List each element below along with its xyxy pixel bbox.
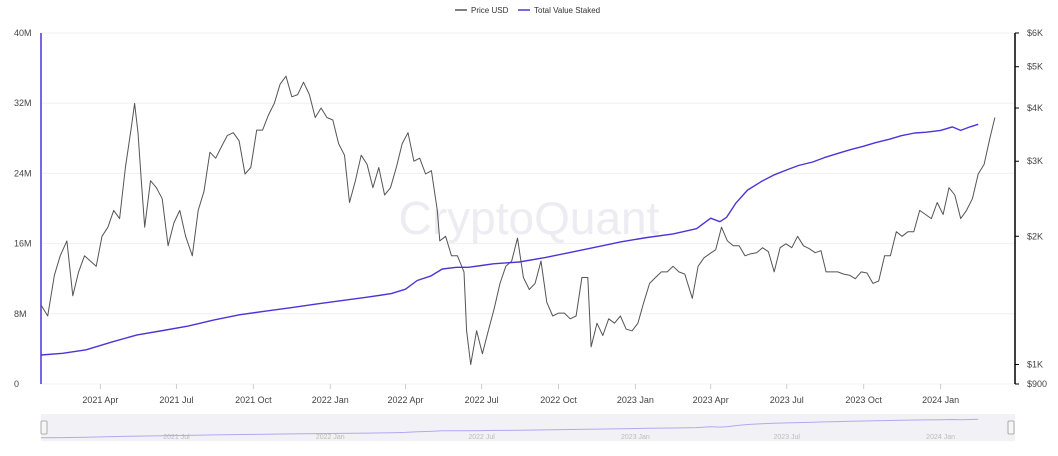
x-tick-label: 2021 Oct — [235, 395, 272, 405]
series-layer — [40, 75, 996, 365]
legend-item-staked[interactable]: Total Value Staked — [518, 6, 600, 15]
x-tick-label: 2022 Oct — [540, 395, 577, 405]
x-tick-label: 2023 Apr — [693, 395, 729, 405]
right-tick-label: $3K — [1027, 156, 1043, 166]
legend-label-price: Price USD — [471, 6, 509, 15]
x-tick-label: 2023 Jan — [617, 395, 654, 405]
navigator-tick-label: 2023 Jul — [774, 434, 801, 441]
navigator-handle-left[interactable] — [40, 420, 48, 435]
legend-label-staked: Total Value Staked — [534, 6, 600, 15]
x-tick-label: 2023 Oct — [845, 395, 882, 405]
x-tick-label: 2023 Jul — [770, 395, 804, 405]
navigator-track[interactable] — [41, 414, 1015, 441]
series-line-staked — [40, 123, 979, 356]
right-tick-label: $5K — [1027, 62, 1043, 72]
right-tick-label: $6K — [1027, 28, 1043, 38]
x-tick-label: 2024 Jan — [922, 395, 959, 405]
right-axis-ticks: $900 $1K $2K $3K $4K $5K $6K — [1015, 28, 1047, 389]
x-tick-label: 2022 Jan — [312, 395, 349, 405]
navigator-tick-label: 2023 Jan — [621, 434, 650, 441]
right-tick-label: $4K — [1027, 103, 1043, 113]
x-tick-label: 2021 Jul — [159, 395, 193, 405]
navigator-line — [40, 418, 979, 439]
watermark: CryptoQuant — [399, 192, 660, 244]
right-tick-label: $2K — [1027, 231, 1043, 241]
navigator-handle-right[interactable] — [1007, 420, 1015, 435]
left-tick-label: 8M — [14, 309, 27, 319]
left-tick-label: 16M — [14, 239, 32, 249]
legend-item-price[interactable]: Price USD — [455, 6, 509, 15]
x-tick-label: 2021 Apr — [82, 395, 118, 405]
navigator-ticks: 2021 Jul 2022 Jan 2022 Jul 2023 Jan 2023 Jul… — [163, 434, 955, 441]
right-tick-label: $900 — [1027, 379, 1047, 389]
left-tick-label: 40M — [14, 28, 32, 38]
navigator-tick-label: 2022 Jan — [316, 434, 345, 441]
navigator-tick-label: 2024 Jan — [926, 434, 955, 441]
left-axis-ticks: 0 8M 16M 24M 32M 40M — [14, 28, 32, 389]
navigator[interactable]: 2021 Jul 2022 Jan 2022 Jul 2023 Jan 2023 Jul… — [40, 414, 1015, 441]
x-tick-label: 2022 Jul — [465, 395, 499, 405]
left-tick-label: 0 — [14, 379, 19, 389]
legend: Price USD Total Value Staked — [455, 6, 600, 15]
left-tick-label: 24M — [14, 168, 32, 178]
left-tick-label: 32M — [14, 98, 32, 108]
right-tick-label: $1K — [1027, 360, 1043, 370]
navigator-tick-label: 2022 Jul — [468, 434, 495, 441]
grid — [41, 32, 1015, 385]
navigator-tick-label: 2021 Jul — [163, 434, 190, 441]
series-line-price — [40, 75, 996, 365]
x-tick-label: 2022 Apr — [388, 395, 424, 405]
x-axis-ticks: 2021 Apr 2021 Jul 2021 Oct 2022 Jan 2022 Apr… — [82, 384, 959, 405]
